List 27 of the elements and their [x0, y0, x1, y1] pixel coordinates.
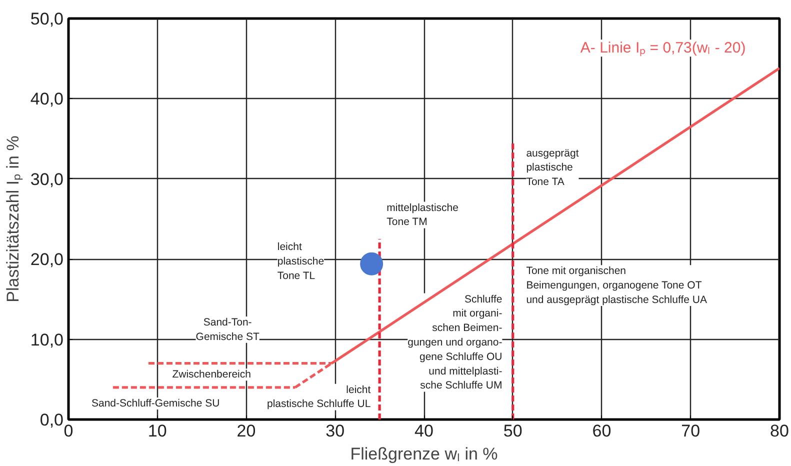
- annotation: A- Linie Iₚ = 0,73(wₗ - 20): [580, 40, 746, 57]
- annotation: ausgeprägt plastische Tone TA: [526, 147, 579, 188]
- y-tick-label: 30,0: [30, 170, 64, 189]
- x-tick-label: 20: [236, 422, 256, 440]
- y-tick-label: 20,0: [30, 250, 64, 270]
- annotation: Zwischenbereich: [172, 368, 252, 381]
- y-tick-label: 50,0: [30, 10, 64, 28]
- x-tick-label: 80: [770, 422, 789, 440]
- annotation: Schluffe mit organi- schen Beimen- gungen und organo- gene Schluffe OU und mittelplasti- sche Schluffe UM: [408, 293, 503, 392]
- y-axis-title: Plastizitätszahl Iₚ in %: [3, 136, 24, 302]
- y-tick-label: 10,0: [30, 330, 64, 350]
- annotation: leicht plastische Schluffe UL: [266, 384, 371, 410]
- annotation: Sand-Ton- Gemische ST: [196, 316, 260, 343]
- x-tick-label: 50: [503, 422, 522, 440]
- x-axis-title: Fließgrenze wₗ in %: [350, 444, 498, 464]
- x-tick-label: 60: [592, 422, 612, 440]
- annotation: Sand-Schluff-Gemische SU: [92, 397, 220, 410]
- x-tick-label: 40: [414, 422, 434, 440]
- annotation: leicht plastische Tone TL: [277, 241, 324, 282]
- y-tick-label: 0,0: [40, 410, 64, 430]
- x-tick-label: 70: [681, 422, 700, 440]
- x-tick-label: 10: [148, 422, 167, 440]
- x-tick-label: 30: [326, 422, 345, 440]
- x-tick-label: 0: [64, 422, 74, 440]
- annotation: Tone mit organischen Beimengungen, organogene Tone OT und ausgeprägt plastische Schluffe UA: [526, 265, 707, 306]
- y-tick-label: 40,0: [30, 90, 64, 109]
- annotation: mittelplastische Tone TM: [386, 202, 459, 228]
